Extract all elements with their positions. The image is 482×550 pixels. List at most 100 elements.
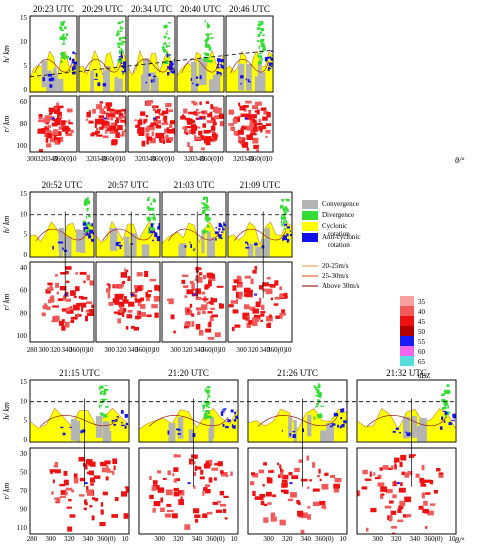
r-tick: 80 — [20, 120, 28, 128]
x-tick: 360(0) — [201, 346, 220, 354]
bottom-panel-frame — [356, 447, 457, 535]
legend-label: 25-30m/s — [322, 272, 349, 280]
r-tick: 60 — [20, 287, 28, 295]
x-tick: 360(0) — [267, 346, 286, 354]
panel: 20:46 UTC — [225, 4, 274, 153]
x-tick: 10 — [168, 155, 176, 163]
x-tick: 360(0) — [135, 346, 154, 354]
h-tick: 0 — [24, 251, 28, 259]
h-tick: 0 — [24, 436, 28, 444]
dbz-swatch — [400, 336, 414, 346]
legend-label: Cyclonic — [322, 222, 347, 230]
r-tick: 80 — [20, 309, 28, 317]
x-tick: 360(0) — [69, 346, 88, 354]
x-tick: 320 — [182, 346, 193, 354]
h-tick: 15 — [20, 378, 28, 386]
legend-label: rotation — [328, 230, 350, 238]
x-tick: 320 — [184, 155, 195, 163]
panel-title: 20:46 UTC — [229, 4, 270, 14]
x-tick: 360(0) — [249, 155, 268, 163]
h-axis-label: h/ km — [2, 45, 11, 63]
dbz-swatch — [400, 326, 414, 336]
x-tick: 320 — [173, 535, 184, 543]
h-tick: 5 — [24, 62, 28, 70]
dbz-swatch — [400, 346, 414, 356]
x-tick: 280 — [27, 346, 38, 354]
panel: 20:57 UTC — [95, 180, 161, 343]
x-tick: 340 — [243, 155, 254, 163]
panel-title: 21:32 UTC — [386, 368, 427, 378]
dbz-level: 55 — [418, 338, 426, 346]
panel: 21:26 UTC — [247, 368, 348, 535]
h-tick: 5 — [24, 417, 28, 425]
dashed-line — [29, 49, 274, 78]
panel: 21:20 UTC — [138, 368, 239, 535]
panel: 20:52 UTC — [29, 180, 95, 343]
x-tick: 10 — [87, 346, 95, 354]
x-tick: 320 — [135, 155, 146, 163]
x-tick: 360(0) — [200, 155, 219, 163]
legend-label: Convergence — [322, 200, 359, 208]
panel-title: 20:34 UTC — [131, 4, 172, 14]
r-tick: 100 — [17, 142, 28, 150]
x-tick: 340 — [62, 346, 73, 354]
panel: 20:29 UTC — [78, 4, 127, 153]
r-axis-label: r/ km — [2, 115, 11, 132]
x-tick: 10 — [266, 155, 274, 163]
panel-grid: 20:23 UTC 20:29 UTC 20:34 UTC 20:40 UTC 20:4… — [2, 4, 465, 545]
h-tick: 10 — [20, 397, 28, 405]
r-tick: 110 — [17, 524, 28, 532]
panel-title: 21:03 UTC — [174, 180, 215, 190]
x-tick: 340 — [194, 346, 205, 354]
x-tick: 340 — [47, 155, 58, 163]
x-tick: 320 — [50, 346, 61, 354]
x-tick: 10 — [219, 346, 227, 354]
panel: 21:09 UTC — [227, 180, 293, 343]
x-tick: 280 — [27, 535, 38, 543]
h-tick: 15 — [20, 14, 28, 22]
panel-title: 20:57 UTC — [108, 180, 149, 190]
dbz-swatch — [400, 296, 414, 306]
h-axis-label: h/ km — [2, 402, 11, 420]
x-tick: 300 — [27, 155, 38, 163]
x-tick: 360(0) — [102, 155, 121, 163]
h-tick: 10 — [20, 38, 28, 46]
x-tick: 300 — [104, 346, 115, 354]
x-tick: 10 — [217, 155, 225, 163]
panel-title: 20:23 UTC — [33, 4, 74, 14]
panel-row: 20:23 UTC 20:29 UTC 20:34 UTC 20:40 UTC 20:4… — [2, 4, 465, 165]
x-tick: 340 — [83, 535, 94, 543]
x-tick: 360(0) — [315, 535, 334, 543]
legend-label: Anti-cyclonic — [322, 233, 361, 241]
dbz-level: 45 — [418, 318, 426, 326]
h-tick: 0 — [24, 86, 28, 94]
panel: 21:15 UTC — [29, 368, 130, 535]
h-axis-label: h/ km — [2, 216, 11, 234]
dbz-level: 35 — [418, 298, 426, 306]
dbz-swatch — [400, 306, 414, 316]
theta-axis-label: θ/° — [455, 536, 465, 545]
r-axis-label: r/ km — [2, 293, 11, 310]
dbz-level: 65 — [418, 358, 426, 366]
x-tick: 340 — [194, 155, 205, 163]
r-axis-label: r/ km — [2, 482, 11, 499]
x-tick: 300 — [170, 346, 181, 354]
x-tick: 340 — [301, 535, 312, 543]
x-tick: 320 — [116, 346, 127, 354]
panel-title: 20:40 UTC — [180, 4, 221, 14]
x-tick: 320 — [37, 155, 48, 163]
x-tick: 10 — [122, 535, 130, 543]
x-tick: 10 — [70, 155, 78, 163]
x-tick: 10 — [231, 535, 239, 543]
x-tick: 300 — [263, 535, 274, 543]
legend: Convergence Divergence CyclonicrotationAnt… — [302, 200, 430, 380]
x-tick: 340 — [145, 155, 156, 163]
panel-title: 21:09 UTC — [240, 180, 281, 190]
legend-swatch — [302, 222, 318, 231]
dbz-swatch — [400, 356, 414, 366]
legend-label: Divergence — [322, 211, 354, 219]
h-tick: 5 — [24, 231, 28, 239]
dbz-level: 40 — [418, 308, 426, 316]
panel-row: 21:15 UTC 21:20 UTC 21:26 UTC 21:32 UTC 0 5 10… — [2, 368, 465, 545]
